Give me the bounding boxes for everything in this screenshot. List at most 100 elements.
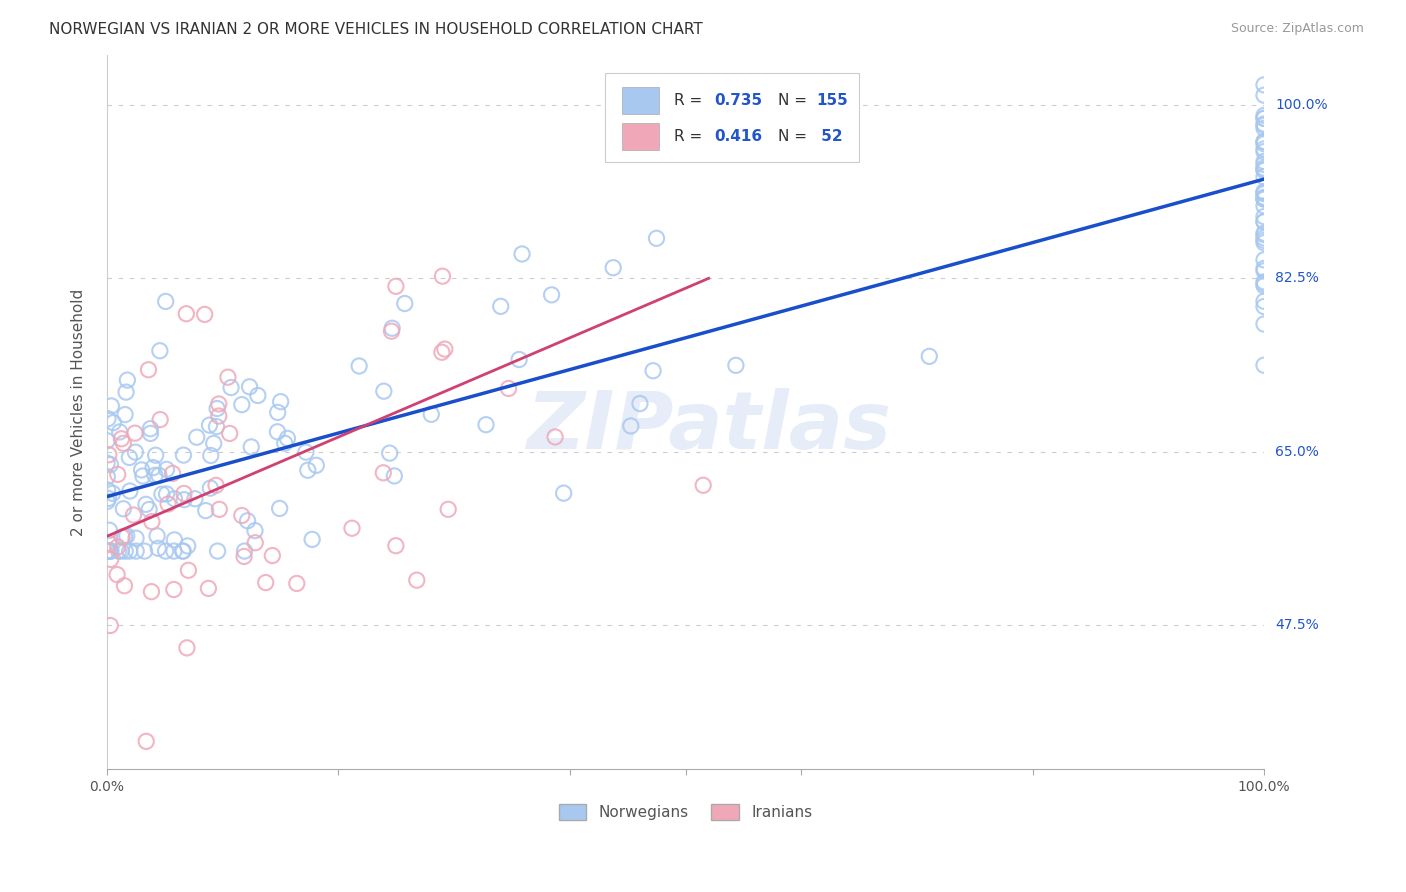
Point (150, 487, 173, 501)
Text: N =: N = (778, 129, 811, 144)
Point (163, 544, 186, 558)
Point (262, 549, 284, 563)
Point (198, 418, 221, 433)
Point (347, 359, 370, 373)
Point (98, 536, 121, 550)
Point (475, 417, 498, 432)
Point (240, 440, 263, 454)
Bar (621, 87, 659, 114)
Point (110, 544, 132, 558)
Point (97, 544, 120, 558)
Point (132, 469, 155, 483)
Point (100, 458, 122, 472)
Point (1253, 135, 1275, 149)
Point (208, 502, 231, 516)
Point (1253, 226, 1275, 240)
Point (295, 445, 318, 459)
Point (112, 579, 135, 593)
Point (97, 483, 120, 497)
Text: 0.735: 0.735 (714, 94, 762, 108)
Point (273, 436, 295, 450)
Point (107, 540, 129, 554)
Point (269, 501, 291, 516)
Point (114, 544, 136, 558)
Point (254, 575, 277, 590)
Point (1253, 277, 1275, 291)
Point (1253, 231, 1275, 245)
Point (1253, 278, 1275, 293)
Text: R =: R = (673, 94, 707, 108)
Point (114, 530, 136, 544)
Point (1253, 154, 1275, 169)
Point (131, 463, 153, 477)
Point (194, 503, 217, 517)
Point (125, 544, 148, 558)
Text: 82.5%: 82.5% (1275, 271, 1319, 285)
Point (1253, 121, 1275, 136)
Point (105, 567, 128, 582)
Point (1253, 88, 1275, 103)
Point (1253, 169, 1275, 184)
Point (163, 582, 186, 597)
Point (172, 544, 194, 558)
Point (236, 514, 259, 528)
Point (692, 478, 714, 492)
Point (378, 446, 401, 460)
Point (117, 373, 139, 387)
Point (124, 426, 146, 441)
Point (115, 385, 138, 400)
Point (163, 491, 186, 506)
Point (118, 483, 141, 498)
Point (112, 501, 135, 516)
Text: 100.0%: 100.0% (1275, 98, 1327, 112)
Point (1253, 252, 1275, 267)
Point (510, 247, 533, 261)
Text: 47.5%: 47.5% (1275, 618, 1319, 632)
Point (141, 515, 163, 529)
Point (643, 364, 665, 378)
Point (100, 544, 122, 558)
Point (162, 467, 184, 481)
Point (1253, 199, 1275, 213)
Point (437, 502, 460, 516)
Point (385, 279, 408, 293)
Text: NORWEGIAN VS IRANIAN 2 OR MORE VEHICLES IN HOUSEHOLD CORRELATION CHART: NORWEGIAN VS IRANIAN 2 OR MORE VEHICLES … (49, 22, 703, 37)
Point (186, 430, 208, 444)
Point (96, 544, 118, 558)
Point (97, 544, 120, 558)
Point (219, 380, 242, 394)
Point (231, 508, 253, 523)
Point (143, 468, 166, 483)
Text: 52: 52 (817, 129, 842, 144)
Point (1253, 78, 1275, 92)
Point (173, 492, 195, 507)
Point (243, 524, 266, 538)
Point (233, 549, 256, 564)
Point (1253, 210, 1275, 224)
Point (540, 288, 562, 302)
Point (208, 397, 231, 411)
Point (200, 449, 222, 463)
Point (373, 384, 395, 399)
Point (110, 432, 132, 446)
Point (118, 450, 141, 465)
Point (208, 409, 231, 423)
Point (155, 294, 177, 309)
Point (1253, 227, 1275, 242)
Point (498, 382, 520, 396)
Point (145, 448, 167, 462)
Point (155, 487, 177, 501)
Point (174, 307, 197, 321)
Point (918, 350, 941, 364)
Point (1253, 136, 1275, 151)
Point (112, 436, 135, 450)
Point (1253, 192, 1275, 206)
Point (205, 478, 228, 492)
Point (97, 491, 120, 506)
Point (233, 544, 256, 558)
Point (197, 582, 219, 596)
Point (172, 448, 194, 462)
Point (432, 269, 454, 284)
Bar (621, 123, 659, 150)
Text: ZIPatlas: ZIPatlas (526, 387, 891, 466)
